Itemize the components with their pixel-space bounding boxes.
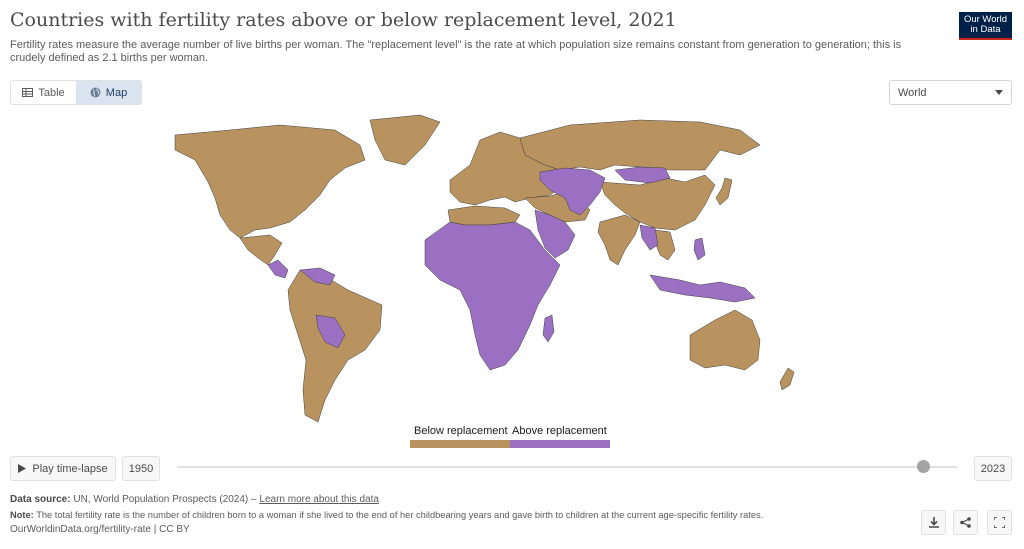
- region-china[interactable]: [599, 174, 716, 231]
- region-australia[interactable]: [689, 309, 761, 371]
- region-central-asia[interactable]: [539, 167, 606, 216]
- region-sub-saharan-africa[interactable]: [424, 221, 561, 371]
- legend-above-swatch[interactable]: [510, 440, 610, 448]
- chart-title: Countries with fertility rates above or …: [10, 9, 677, 31]
- play-timelapse-button[interactable]: Play time-lapse: [10, 456, 116, 481]
- region-central-america[interactable]: [267, 259, 289, 279]
- tab-map-label: Map: [105, 86, 128, 99]
- region-bolivia[interactable]: [315, 314, 346, 349]
- timeline-track[interactable]: [177, 466, 957, 468]
- share-button[interactable]: [953, 510, 978, 535]
- world-map: [120, 110, 910, 430]
- learn-more-link[interactable]: Learn more about this data: [259, 494, 379, 505]
- caret-down-icon: [995, 90, 1003, 95]
- tab-table-label: Table: [38, 86, 65, 99]
- end-year-button[interactable]: 2023: [974, 456, 1012, 481]
- start-year-button[interactable]: 1950: [122, 456, 160, 481]
- fullscreen-button[interactable]: [987, 510, 1012, 535]
- logo-line1: Our World: [963, 14, 1008, 25]
- data-source-text: UN, World Population Prospects (2024) –: [73, 494, 257, 505]
- region-select[interactable]: World: [889, 80, 1012, 105]
- play-timelapse-label: Play time-lapse: [32, 462, 108, 475]
- view-tabs: Table Map: [10, 80, 142, 105]
- region-venezuela[interactable]: [299, 267, 336, 286]
- globe-icon: [90, 87, 101, 98]
- map-svg: [174, 114, 795, 423]
- region-japan[interactable]: [715, 177, 733, 206]
- region-greenland[interactable]: [369, 114, 441, 166]
- region-indonesia[interactable]: [649, 274, 756, 303]
- region-new-zealand[interactable]: [779, 367, 795, 391]
- region-myanmar[interactable]: [639, 224, 659, 251]
- region-north-africa[interactable]: [447, 205, 521, 226]
- download-icon: [928, 517, 939, 528]
- region-india[interactable]: [597, 214, 641, 266]
- region-north-america[interactable]: [174, 124, 366, 239]
- region-madagascar[interactable]: [542, 314, 555, 343]
- below-replacement-regions: [174, 114, 795, 423]
- region-select-value: World: [898, 86, 927, 99]
- region-philippines[interactable]: [693, 237, 706, 261]
- note-label: Note:: [10, 510, 34, 520]
- download-button[interactable]: [921, 510, 946, 535]
- region-mongolia[interactable]: [614, 166, 671, 184]
- timeline-handle[interactable]: [917, 460, 931, 473]
- region-arabia[interactable]: [534, 209, 576, 259]
- fullscreen-icon: [994, 517, 1005, 528]
- data-source-label: Data source:: [10, 494, 71, 505]
- region-mexico[interactable]: [239, 234, 283, 266]
- tab-table[interactable]: Table: [11, 81, 76, 104]
- table-icon: [22, 88, 34, 97]
- legend-below-swatch[interactable]: [410, 440, 510, 448]
- note-line: Note: The total fertility rate is the nu…: [10, 510, 763, 520]
- source-url[interactable]: OurWorldinData.org/fertility-rate | CC B…: [10, 524, 190, 535]
- region-russia[interactable]: [519, 119, 761, 171]
- play-icon: [18, 464, 27, 473]
- legend-below-label: Below replacement: [414, 425, 508, 437]
- logo-line2: in Data: [970, 24, 1001, 35]
- data-source-line: Data source: UN, World Population Prospe…: [10, 494, 379, 505]
- legend-above-label: Above replacement: [512, 425, 607, 437]
- share-icon: [960, 517, 971, 528]
- above-replacement-regions: [267, 166, 756, 371]
- tab-map[interactable]: Map: [76, 81, 141, 104]
- owid-logo[interactable]: Our World in Data: [959, 12, 1012, 40]
- note-text: The total fertility rate is the number o…: [36, 510, 764, 520]
- chart-subtitle: Fertility rates measure the average numb…: [10, 39, 902, 64]
